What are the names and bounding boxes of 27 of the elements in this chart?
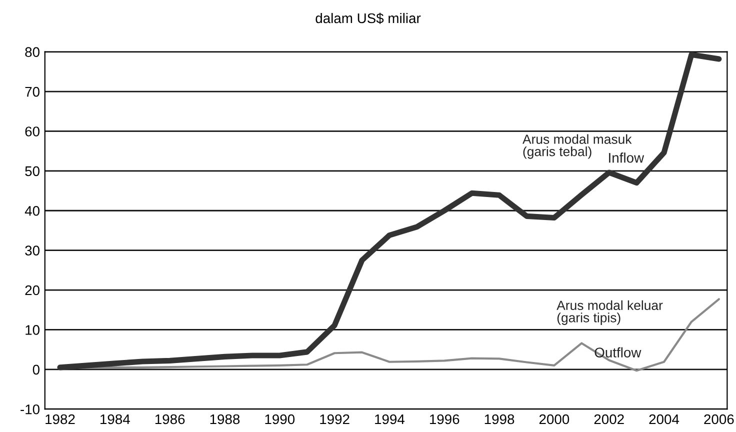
x-tick-label: 1994 (375, 414, 405, 424)
y-tick-label: -10 (20, 404, 40, 414)
series-label: Outflow (594, 347, 642, 358)
x-tick-label: 2004 (649, 414, 680, 424)
x-tick-label: 1992 (320, 414, 350, 424)
y-tick-label: 50 (25, 166, 40, 176)
x-tick-label: 1996 (430, 414, 460, 424)
y-tick-label: 70 (25, 86, 40, 97)
x-tick-label: 2002 (594, 414, 624, 424)
y-tick-label: 10 (26, 325, 40, 335)
x-tick-label: 1986 (155, 414, 185, 424)
y-tick-label: 30 (25, 246, 40, 256)
x-tick-label: 1990 (265, 414, 295, 424)
x-tick-label: 2006 (704, 414, 734, 424)
x-tick-label: 1988 (210, 414, 240, 424)
y-tick-label: 20 (25, 285, 40, 296)
x-tick-label: 1982 (46, 414, 75, 424)
y-tick-label: 80 (25, 47, 40, 58)
annotation: Arus modal keluar (garis tipis) (556, 300, 663, 325)
y-tick-label: 60 (25, 126, 40, 136)
chart-title: dalam US$ miliar (316, 12, 421, 24)
x-tick-label: 1998 (484, 414, 514, 424)
x-tick-label: 2000 (539, 414, 570, 424)
x-tick-label: 1984 (100, 414, 130, 424)
y-tick-label: 0 (32, 364, 40, 375)
series-label: Inflow (609, 152, 644, 163)
y-tick-label: 40 (24, 206, 40, 216)
